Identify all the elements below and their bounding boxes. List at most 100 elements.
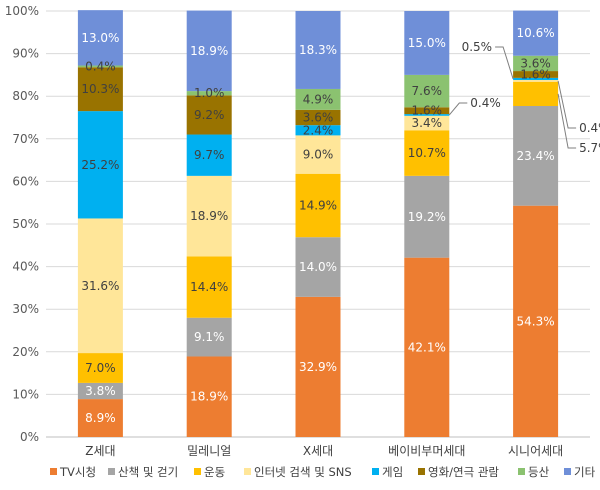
data-label: 10.6% xyxy=(517,26,555,40)
data-label: 9.2% xyxy=(194,108,225,122)
bar-segment xyxy=(77,382,123,400)
y-tick-label: 60% xyxy=(12,174,39,188)
bar-segment xyxy=(513,77,559,81)
data-label: 5.7% xyxy=(579,141,600,155)
data-label: 42.1% xyxy=(408,340,446,354)
bar-segment xyxy=(513,71,559,78)
data-label: 18.9% xyxy=(190,44,228,58)
data-label: 2.4% xyxy=(303,123,334,137)
y-tick-label: 90% xyxy=(12,47,39,61)
bar-segment xyxy=(77,10,123,66)
legend-swatch xyxy=(418,468,425,475)
bar-segment xyxy=(513,105,559,206)
bar-segment xyxy=(404,74,450,108)
bar-segment xyxy=(77,353,123,383)
bar-segment xyxy=(77,67,123,112)
bar-segment xyxy=(295,296,341,437)
y-tick-label: 70% xyxy=(12,132,39,146)
data-label: 7.0% xyxy=(85,361,116,375)
bar-segment xyxy=(186,256,232,318)
bar-segment xyxy=(295,11,341,89)
legend-swatch xyxy=(194,468,201,475)
y-tick-label: 50% xyxy=(12,217,39,231)
bar-segment xyxy=(404,107,450,115)
legend-entry: 영화/연극 관람 xyxy=(428,465,499,479)
x-tick-label: 베이비부머세대 xyxy=(388,444,465,458)
data-label: 14.0% xyxy=(299,260,337,274)
legend-swatch xyxy=(244,468,251,475)
legend-swatch xyxy=(50,468,57,475)
bar-segment xyxy=(404,114,450,116)
data-label: 23.4% xyxy=(517,149,555,163)
bar-segment xyxy=(404,257,450,437)
bar-segment xyxy=(295,125,341,136)
y-tick-label: 30% xyxy=(12,302,39,316)
bar-segment xyxy=(295,237,341,297)
y-tick-label: 80% xyxy=(12,89,39,103)
data-label: 31.6% xyxy=(81,279,119,293)
data-label: 0.5% xyxy=(462,40,493,54)
legend-entry: 운동 xyxy=(204,465,225,479)
bar-segment xyxy=(404,11,450,75)
data-label: 9.1% xyxy=(194,330,225,344)
bar-segment xyxy=(404,115,450,131)
bar-segment xyxy=(77,218,123,354)
y-tick-label: 0% xyxy=(20,430,39,444)
x-tick-label: 밀레니얼 xyxy=(187,444,231,458)
x-tick-label: Z세대 xyxy=(85,444,115,458)
y-tick-label: 40% xyxy=(12,260,39,274)
bar-segment xyxy=(186,134,232,176)
data-label: 10.3% xyxy=(81,82,119,96)
data-label: 54.3% xyxy=(517,314,555,328)
data-label: 4.9% xyxy=(303,92,334,106)
legend-entry: 산책 및 걷기 xyxy=(118,465,178,479)
bar-segment xyxy=(186,91,232,96)
bar-segment xyxy=(295,173,341,238)
bar-segment xyxy=(186,95,232,135)
data-label: 9.0% xyxy=(303,148,334,162)
legend-swatch xyxy=(564,468,571,475)
bar-segment xyxy=(513,55,559,72)
data-label: 19.2% xyxy=(408,210,446,224)
legend-swatch xyxy=(372,468,379,475)
bar-segment xyxy=(513,80,559,82)
bar-segment xyxy=(513,10,559,56)
legend-entry: 게임 xyxy=(382,465,403,479)
y-tick-label: 20% xyxy=(12,345,39,359)
x-tick-label: X세대 xyxy=(303,444,333,458)
legend-swatch xyxy=(108,468,115,475)
bar-segment xyxy=(513,205,559,437)
legend-entry: 인터넷 검색 및 SNS xyxy=(254,465,352,479)
data-label: 0.4% xyxy=(470,96,501,110)
bar-segment xyxy=(77,65,123,68)
data-label: 10.7% xyxy=(408,146,446,160)
data-label: 0.4% xyxy=(579,121,600,135)
legend-entry: 등산 xyxy=(528,465,550,479)
data-label: 32.9% xyxy=(299,360,337,374)
data-label: 18.3% xyxy=(299,43,337,57)
bar-segment xyxy=(77,111,123,219)
data-label: 14.4% xyxy=(190,280,228,294)
label-leader-line xyxy=(557,80,577,129)
data-label: 13.0% xyxy=(81,31,119,45)
label-leader-line xyxy=(557,93,577,149)
data-label: 3.6% xyxy=(520,56,551,70)
data-label: 3.4% xyxy=(412,116,443,130)
data-label: 3.6% xyxy=(303,111,334,125)
bar-segment xyxy=(404,130,450,176)
y-tick-label: 100% xyxy=(5,4,39,18)
data-label: 8.9% xyxy=(85,411,116,425)
data-label: 9.7% xyxy=(194,148,225,162)
x-tick-label: 시니어세대 xyxy=(508,444,563,458)
bar-segment xyxy=(186,10,232,92)
bar-segment xyxy=(186,175,232,257)
bar-segment xyxy=(295,135,341,174)
data-label: 7.6% xyxy=(412,84,443,98)
bar-segment xyxy=(295,109,341,126)
bar-segment xyxy=(295,88,341,110)
data-label: 1.6% xyxy=(412,104,443,118)
legend-swatch xyxy=(518,468,525,475)
bar-segment xyxy=(404,175,450,258)
